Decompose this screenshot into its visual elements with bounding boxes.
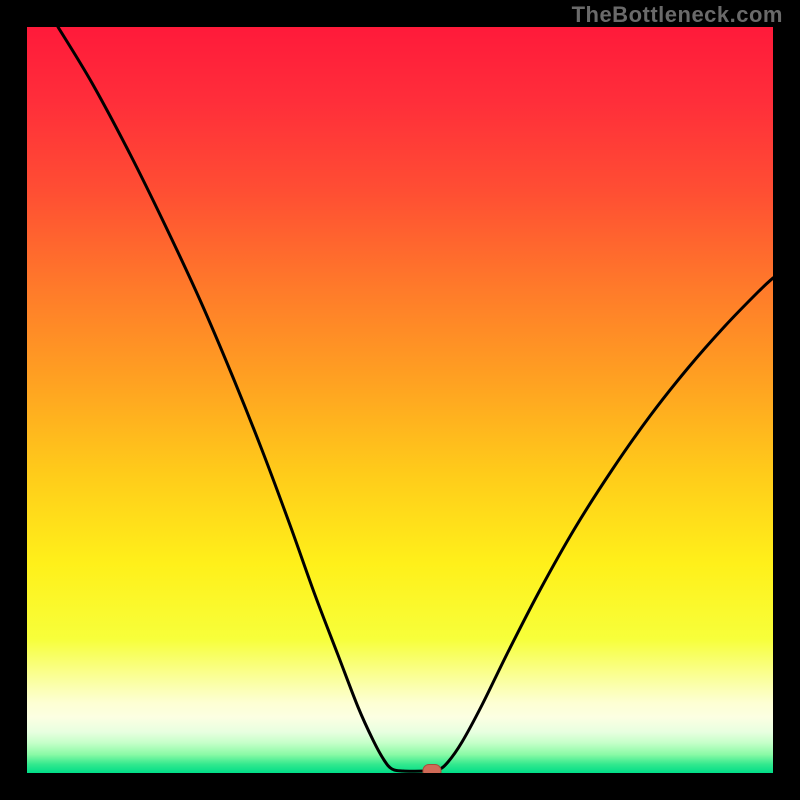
border-left [0,0,27,800]
optimum-marker [423,765,441,774]
bottleneck-chart [27,27,773,773]
border-right [773,0,800,800]
border-bottom [0,773,800,800]
watermark-text: TheBottleneck.com [572,2,783,28]
